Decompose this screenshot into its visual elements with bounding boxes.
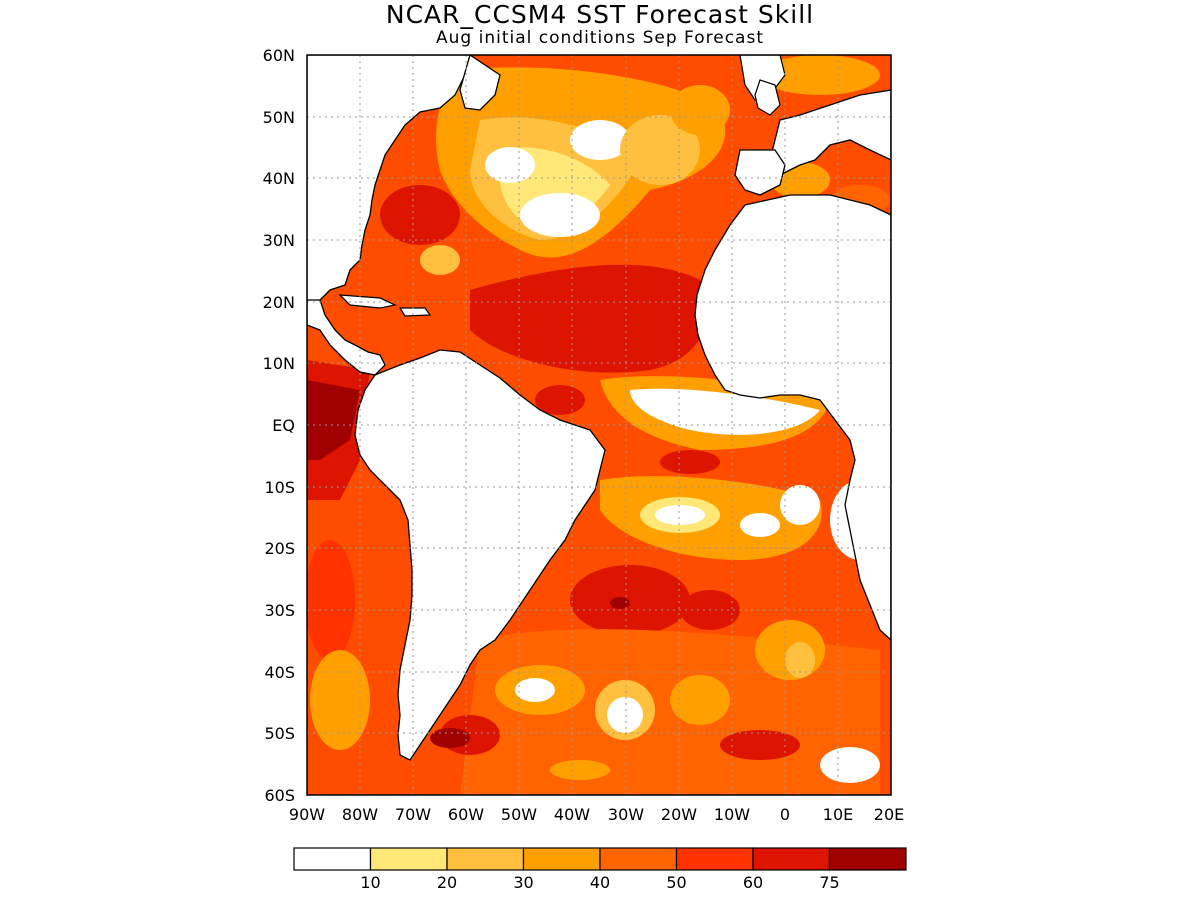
- lat-label: 40N: [263, 169, 295, 188]
- lon-label: 90W: [289, 805, 325, 824]
- map-frame: [306, 54, 892, 796]
- colorbar-label: 20: [437, 873, 457, 892]
- lat-label: 10N: [263, 354, 295, 373]
- lon-label: 10W: [714, 805, 750, 824]
- chart-subtitle: Aug initial conditions Sep Forecast: [436, 28, 764, 48]
- colorbar-label: 50: [666, 873, 686, 892]
- longitude-labels: 90W 80W 70W 60W 50W 40W 30W 20W 10W 0 10…: [289, 805, 904, 824]
- colorbar-swatch: [522, 847, 601, 871]
- lat-label: 20S: [264, 539, 295, 558]
- colorbar-swatch: [675, 847, 754, 871]
- lon-label: 20W: [661, 805, 697, 824]
- lon-label: 60W: [448, 805, 484, 824]
- lat-label: 20N: [263, 293, 295, 312]
- colorbar-swatch: [293, 847, 372, 871]
- lat-label: 30N: [263, 231, 295, 250]
- lon-label: 70W: [395, 805, 431, 824]
- colorbar-swatch: [828, 847, 907, 871]
- colorbar-swatch: [369, 847, 448, 871]
- lon-label: 40W: [554, 805, 590, 824]
- colorbar-swatch: [446, 847, 525, 871]
- lat-label: 60N: [263, 46, 295, 65]
- lat-label: 50S: [264, 724, 295, 743]
- colorbar-swatch: [599, 847, 678, 871]
- chart-title: NCAR_CCSM4 SST Forecast Skill: [385, 0, 815, 29]
- lat-label: 10S: [264, 478, 295, 497]
- lat-label: 40S: [264, 663, 295, 682]
- lat-label: 50N: [263, 108, 295, 127]
- lon-label: 0: [780, 805, 790, 824]
- colorbar-label: 60: [743, 873, 763, 892]
- lat-label: 60S: [264, 786, 295, 805]
- lon-label: 50W: [501, 805, 537, 824]
- latitude-labels: 60N 50N 40N 30N 20N 10N EQ 10S 20S 30S 4…: [263, 46, 295, 805]
- lon-label: 10E: [823, 805, 853, 824]
- lon-label: 20E: [874, 805, 904, 824]
- colorbar: 10 20 30 40 50 60 75: [293, 847, 907, 892]
- lon-label: 80W: [342, 805, 378, 824]
- colorbar-label: 30: [513, 873, 533, 892]
- lat-label: EQ: [272, 416, 295, 435]
- colorbar-swatch: [752, 847, 831, 871]
- colorbar-label: 40: [590, 873, 610, 892]
- lon-label: 30W: [608, 805, 644, 824]
- graticule: [307, 55, 891, 795]
- lat-label: 30S: [264, 601, 295, 620]
- colorbar-label: 10: [360, 873, 380, 892]
- colorbar-label: 75: [819, 873, 839, 892]
